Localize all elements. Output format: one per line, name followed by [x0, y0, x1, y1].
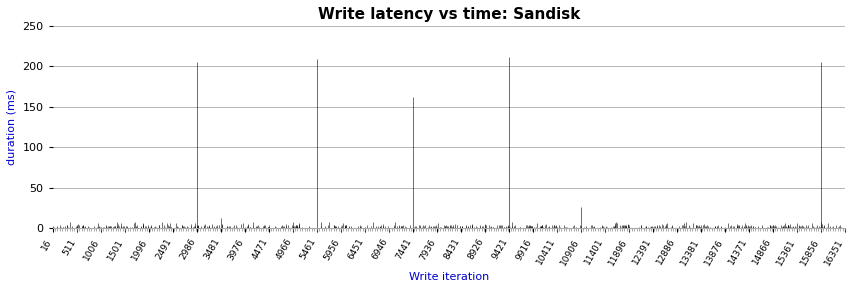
X-axis label: Write iteration: Write iteration — [409, 272, 489, 282]
Y-axis label: duration (ms): duration (ms) — [7, 89, 17, 165]
Title: Write latency vs time: Sandisk: Write latency vs time: Sandisk — [318, 7, 580, 22]
